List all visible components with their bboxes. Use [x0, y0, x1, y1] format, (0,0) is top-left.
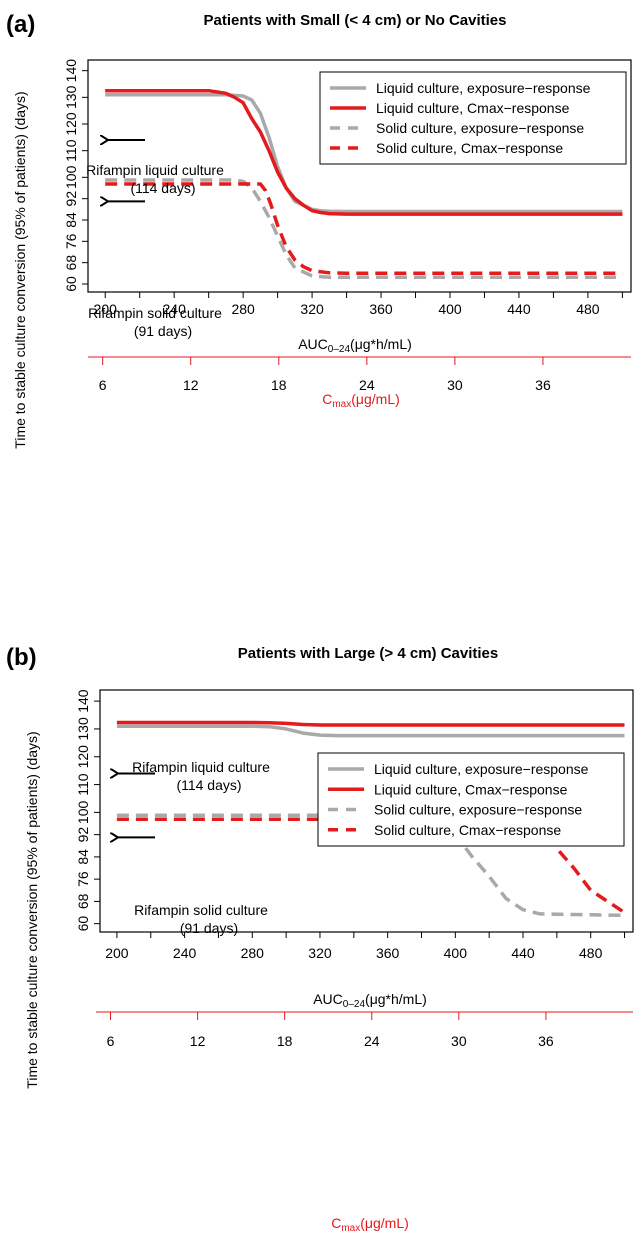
annotations: Rifampin liquid culture (114 days) Rifampi… — [118, 759, 270, 936]
annotation-text: (91 days) — [180, 920, 238, 936]
annotation-text: Rifampin liquid culture — [132, 759, 270, 775]
annotations: Rifampin liquid culture (114 days) Rifampi… — [86, 140, 224, 339]
x-axis: 200 240 280 320 360 400 440 480 — [105, 932, 626, 961]
y-tick-label: 68 — [63, 255, 79, 271]
secondary-x-tick-label: 24 — [359, 377, 375, 393]
y-tick-label: 100 — [75, 800, 91, 824]
panel-b: (b) Patients with Large (> 4 cm) Cavitie… — [6, 644, 634, 1234]
secondary-x-tick-label: 6 — [107, 1033, 115, 1049]
legend-box — [319, 71, 627, 165]
annotation-text: Rifampin solid culture — [134, 902, 268, 918]
x-tick-label: 360 — [369, 301, 393, 317]
legend-label: Solid culture, Cmax−response — [374, 822, 561, 838]
secondary-x-tick-label: 12 — [190, 1033, 206, 1049]
panel-label: (b) — [6, 644, 37, 671]
x-tick-label: 320 — [300, 301, 324, 317]
y-tick-label: 140 — [75, 689, 91, 713]
annotation-text: (91 days) — [134, 323, 192, 339]
plot-frame — [99, 689, 634, 933]
secondary-x-axis: 6 12 18 24 30 36 — [88, 356, 631, 393]
secondary-x-tick-label: 30 — [447, 377, 463, 393]
legend-label: Liquid culture, Cmax−response — [374, 781, 568, 797]
y-tick-label: 68 — [75, 893, 91, 909]
series-line — [105, 178, 623, 280]
secondary-x-tick-label: 12 — [183, 377, 199, 393]
x-tick-label: 360 — [376, 945, 400, 961]
secondary-x-tick-label: 18 — [277, 1033, 293, 1049]
series-lines — [105, 88, 623, 280]
chart-title: Patients with Large (> 4 cm) Cavities — [238, 645, 499, 662]
x-axis: 200 240 280 320 360 400 440 480 — [94, 292, 623, 317]
x-tick-label: 480 — [576, 301, 600, 317]
annotation-text: Rifampin solid culture — [88, 305, 222, 321]
panel-label: (a) — [6, 11, 35, 38]
x-axis-label: AUC0–24(μg*h/mL) — [313, 991, 427, 1010]
y-tick-label: 140 — [63, 59, 79, 83]
y-tick-label: 92 — [75, 827, 91, 843]
x-tick-label: 200 — [94, 301, 118, 317]
series-line — [105, 92, 623, 214]
secondary-x-tick-label: 30 — [451, 1033, 467, 1049]
y-tick-label: 120 — [75, 745, 91, 769]
panel-a: (a) Patients with Small (< 4 cm) or No C… — [6, 11, 632, 449]
series-line — [116, 724, 625, 738]
x-tick-label: 440 — [507, 301, 531, 317]
x-tick-label: 400 — [438, 301, 462, 317]
y-tick-label: 110 — [63, 139, 79, 162]
y-tick-label: 110 — [75, 773, 91, 796]
annotation-text: (114 days) — [176, 777, 241, 793]
series-line — [116, 720, 625, 727]
legend-label: Liquid culture, exposure−response — [376, 80, 591, 96]
x-tick-label: 200 — [105, 945, 129, 961]
y-tick-label: 60 — [75, 916, 91, 932]
y-axis: 60 68 76 84 92 100 110 120 130 140 — [63, 59, 88, 292]
secondary-x-tick-label: 18 — [271, 377, 287, 393]
secondary-x-tick-label: 36 — [538, 1033, 554, 1049]
x-tick-label: 320 — [308, 945, 332, 961]
series-line — [105, 182, 623, 276]
legend-label: Liquid culture, Cmax−response — [376, 100, 570, 116]
y-tick-label: 76 — [63, 233, 79, 249]
y-tick-label: 76 — [75, 871, 91, 887]
y-tick-label: 100 — [63, 165, 79, 189]
legend-box — [317, 752, 625, 847]
legend-label: Solid culture, exposure−response — [374, 802, 582, 818]
y-tick-label: 92 — [63, 191, 79, 207]
legend: Liquid culture, exposure−response Liquid … — [317, 752, 625, 847]
series-line — [105, 88, 623, 216]
x-tick-label: 240 — [163, 301, 187, 317]
x-tick-label: 240 — [173, 945, 197, 961]
y-tick-label: 130 — [75, 717, 91, 741]
secondary-x-tick-label: 36 — [535, 377, 551, 393]
legend-label: Liquid culture, exposure−response — [374, 761, 589, 777]
y-axis-label: Time to stable culture conversion (95% o… — [12, 91, 28, 448]
y-tick-label: 60 — [63, 276, 79, 292]
secondary-x-axis-label: Cmax(μg/mL) — [322, 391, 400, 410]
annotation-text: Rifampin liquid culture — [86, 162, 224, 178]
annotation-text: (114 days) — [130, 180, 195, 196]
y-axis-label: Time to stable culture conversion (95% o… — [24, 731, 40, 1088]
secondary-x-tick-label: 24 — [364, 1033, 380, 1049]
chart-title: Patients with Small (< 4 cm) or No Cavit… — [203, 12, 506, 29]
x-tick-label: 280 — [231, 301, 255, 317]
x-tick-label: 280 — [241, 945, 265, 961]
legend-label: Solid culture, exposure−response — [376, 120, 584, 136]
y-tick-label: 84 — [75, 849, 91, 865]
y-tick-label: 120 — [63, 112, 79, 136]
x-axis-label: AUC0–24(μg*h/mL) — [298, 336, 412, 355]
x-tick-label: 440 — [511, 945, 535, 961]
y-tick-label: 130 — [63, 85, 79, 109]
y-axis: 60 68 76 84 92 100 110 120 130 140 — [75, 689, 100, 931]
x-tick-label: 400 — [444, 945, 468, 961]
y-tick-label: 84 — [63, 212, 79, 228]
x-tick-label: 480 — [579, 945, 603, 961]
legend-label: Solid culture, Cmax−response — [376, 140, 563, 156]
secondary-x-axis: 6 12 18 24 30 36 — [96, 1011, 633, 1049]
plot-frame — [87, 59, 632, 293]
secondary-x-axis-label: Cmax(μg/mL) — [331, 1215, 409, 1234]
secondary-x-tick-label: 6 — [99, 377, 107, 393]
legend: Liquid culture, exposure−response Liquid … — [319, 71, 627, 165]
